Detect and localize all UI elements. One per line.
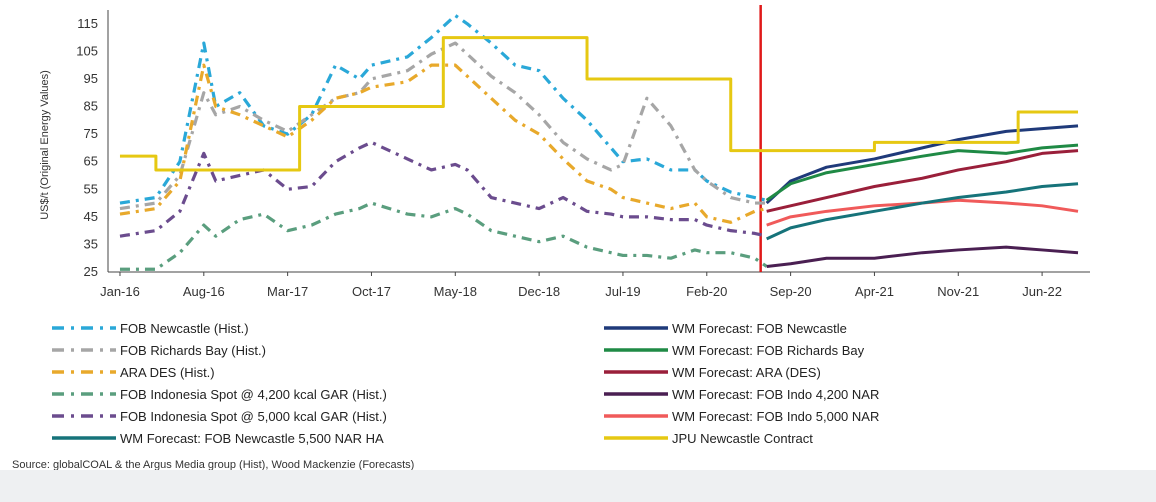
bottom-bar [0, 470, 1156, 502]
legend-item: WM Forecast: FOB Indo 4,200 NAR [604, 387, 879, 402]
x-tick-label: Jul-19 [605, 284, 640, 299]
chart-svg: 25 35 45 55 65 75 85 95 105 115 Jan-16 Aug-16 Mar-17… [12, 5, 1090, 470]
legend-item: FOB Newcastle (Hist.) [52, 321, 249, 336]
x-tick-label: Sep-20 [770, 284, 812, 299]
legend-label: WM Forecast: FOB Richards Bay [672, 343, 865, 358]
y-tick-label: 105 [76, 43, 98, 58]
legend-label: FOB Newcastle (Hist.) [120, 321, 249, 336]
series-line [766, 149, 1079, 213]
y-tick-label: 85 [84, 99, 98, 114]
legend-item: FOB Indonesia Spot @ 4,200 kcal GAR (His… [52, 387, 387, 402]
legend-item: WM Forecast: ARA (DES) [604, 365, 821, 380]
y-tick-label: 45 [84, 209, 98, 224]
x-tick-label: Oct-17 [352, 284, 391, 299]
x-tick-label: Jan-16 [100, 284, 140, 299]
series-line [119, 201, 768, 271]
legend-label: WM Forecast: FOB Newcastle [672, 321, 847, 336]
legend-item: JPU Newcastle Contract [604, 431, 813, 446]
y-tick-label: 25 [84, 264, 98, 279]
legend-item: FOB Indonesia Spot @ 5,000 kcal GAR (His… [52, 409, 387, 424]
x-tick-label: Jun-22 [1022, 284, 1062, 299]
series-line [119, 41, 767, 211]
legend-item: WM Forecast: FOB Newcastle [604, 321, 847, 336]
series-line [119, 63, 768, 224]
y-tick-label: 65 [84, 154, 98, 169]
y-tick-label: 55 [84, 181, 98, 196]
legend-item: WM Forecast: FOB Newcastle 5,500 NAR HA [52, 431, 384, 446]
x-tick-label: Mar-17 [267, 284, 308, 299]
plot-area: 25 35 45 55 65 75 85 95 105 115 Jan-16 Aug-16 Mar-17… [76, 5, 1090, 299]
y-tick-label: 115 [77, 16, 98, 31]
chart-container: 25 35 45 55 65 75 85 95 105 115 Jan-16 Aug-16 Mar-17… [12, 5, 1090, 470]
legend: FOB Newcastle (Hist.) FOB Richards Bay (H… [52, 321, 879, 446]
series-line [765, 143, 1079, 202]
legend-label: WM Forecast: FOB Indo 5,000 NAR [672, 409, 879, 424]
series-line [119, 36, 1079, 172]
x-tick-label: Aug-16 [183, 284, 225, 299]
legend-label: JPU Newcastle Contract [672, 431, 813, 446]
x-tick-label: May-18 [434, 284, 477, 299]
source-note: Source: globalCOAL & the Argus Media gro… [12, 459, 414, 470]
legend-label: ARA DES (Hist.) [120, 365, 215, 380]
x-tick-label: Feb-20 [686, 284, 727, 299]
series-line [766, 245, 1079, 268]
legend-item: FOB Richards Bay (Hist.) [52, 343, 266, 358]
y-tick-label: 75 [84, 126, 98, 141]
x-tick-label: Dec-18 [518, 284, 560, 299]
series-line [119, 140, 768, 238]
legend-item: ARA DES (Hist.) [52, 365, 215, 380]
legend-label: FOB Richards Bay (Hist.) [120, 343, 266, 358]
legend-label: WM Forecast: FOB Indo 4,200 NAR [672, 387, 879, 402]
legend-label: FOB Indonesia Spot @ 4,200 kcal GAR (His… [120, 387, 387, 402]
legend-item: WM Forecast: FOB Richards Bay [604, 343, 865, 358]
series-line [766, 182, 1079, 241]
legend-item: WM Forecast: FOB Indo 5,000 NAR [604, 409, 879, 424]
legend-label: WM Forecast: FOB Newcastle 5,500 NAR HA [120, 431, 384, 446]
x-tick-label: Apr-21 [855, 284, 894, 299]
x-tick-label: Nov-21 [937, 284, 979, 299]
legend-label: WM Forecast: ARA (DES) [672, 365, 821, 380]
legend-label: FOB Indonesia Spot @ 5,000 kcal GAR (His… [120, 409, 387, 424]
series-line [765, 124, 1079, 205]
y-axis-label: US$/t (Original Energy Values) [39, 70, 51, 220]
y-tick-label: 95 [84, 71, 98, 86]
y-tick-label: 35 [84, 236, 98, 251]
